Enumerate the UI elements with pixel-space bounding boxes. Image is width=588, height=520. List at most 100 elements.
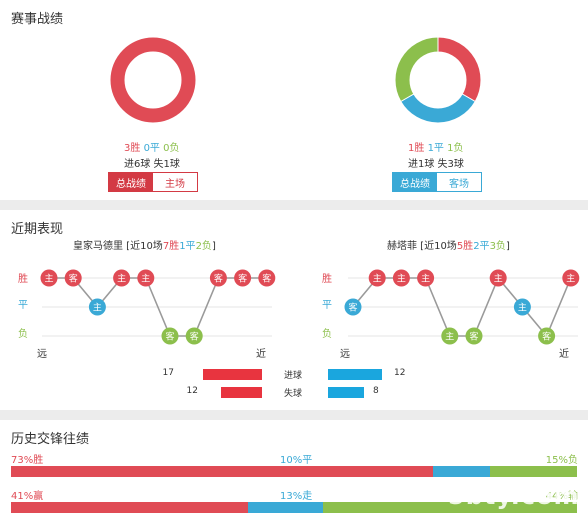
- tab-overall-record[interactable]: 总战绩: [109, 173, 153, 191]
- left-match-point[interactable]: [64, 269, 82, 287]
- right-donut-chart: [394, 36, 482, 124]
- right-match-point[interactable]: [368, 269, 386, 287]
- right-conceded-value: 8: [373, 386, 379, 396]
- far-label-right: 远: [340, 348, 350, 360]
- tab-overall-record[interactable]: 总战绩: [393, 173, 437, 191]
- right-match-point[interactable]: [465, 327, 483, 345]
- record-section-title: 赛事战绩: [11, 12, 64, 27]
- h2h-bar-segment: [11, 502, 248, 513]
- right-donut-slice-win: [437, 36, 482, 103]
- h2h-bar-segment: [432, 466, 491, 477]
- right-recent-losses: 3负: [489, 241, 506, 252]
- left-match-point[interactable]: [137, 269, 155, 287]
- right-losses: 1负: [447, 143, 464, 154]
- right-match-point[interactable]: [489, 269, 507, 287]
- left-match-point[interactable]: [258, 269, 276, 287]
- right-record-toggle: 总战绩 客场: [392, 172, 482, 192]
- h2h-lose-pct: 44%输: [545, 491, 578, 502]
- h2h-section-title: 历史交锋往绩: [11, 432, 90, 447]
- right-venue-label: 主: [518, 302, 527, 314]
- right-recent-draws: 2平: [473, 241, 490, 252]
- right-match-point[interactable]: [538, 327, 556, 345]
- right-goals-value: 12: [394, 368, 406, 378]
- right-venue-label: 主: [373, 273, 382, 285]
- h2h-cover-pct: 41%赢: [11, 491, 44, 502]
- h2h-push-pct: 13%走: [280, 491, 313, 502]
- recent-panel: 近期表现 皇家马德里 [近10场7胜1平2负] 赫塔菲 [近10场5胜2平3负]…: [0, 210, 588, 410]
- left-team-summary: 皇家马德里 [近10场7胜1平2负]: [73, 237, 216, 252]
- legend-win-right: 胜: [322, 273, 332, 285]
- h2h-panel: 历史交锋往绩 73%胜 10%平 15%负 41%赢 13%走 44%输 5bt…: [0, 420, 588, 520]
- right-goals-bar: [328, 369, 382, 380]
- right-goals-summary: 进1球 失3球: [408, 159, 464, 170]
- left-venue-label: 主: [93, 302, 102, 314]
- left-venue-label: 客: [190, 331, 199, 343]
- left-goals-value: 17: [162, 368, 174, 378]
- right-recent-wins: 5胜: [456, 241, 474, 252]
- right-match-point[interactable]: [392, 269, 410, 287]
- left-summary-prefix: [近10场: [123, 241, 163, 252]
- tab-home[interactable]: 主场: [165, 178, 185, 190]
- left-venue-label: 客: [214, 273, 223, 285]
- right-team-summary: 赫塔菲 [近10场5胜2平3负]: [387, 237, 510, 252]
- right-match-point[interactable]: [417, 269, 435, 287]
- left-venue-label: 客: [165, 331, 174, 343]
- left-goals-bar: [203, 369, 262, 380]
- left-recent-losses: 2负: [195, 241, 212, 252]
- legend-draw-right: 平: [322, 300, 332, 311]
- left-match-point[interactable]: [88, 298, 106, 316]
- right-match-point[interactable]: [562, 269, 580, 287]
- far-label-left: 远: [37, 348, 47, 360]
- near-label-right: 近: [559, 347, 569, 360]
- left-venue-label: 主: [117, 273, 126, 285]
- left-match-point[interactable]: [161, 327, 179, 345]
- legend-win-left: 胜: [18, 273, 28, 285]
- h2h-bar-segment: [490, 466, 577, 477]
- right-match-point[interactable]: [513, 298, 531, 316]
- left-conceded-value: 12: [186, 386, 198, 396]
- h2h-result-bar: [11, 466, 577, 477]
- right-venue-label: 主: [397, 273, 406, 285]
- h2h-handicap-bar: [11, 502, 577, 513]
- h2h-draw-pct: 10%平: [280, 455, 313, 466]
- legend-draw-left: 平: [18, 300, 28, 311]
- right-draws: 1平: [427, 143, 444, 154]
- goals-label: 进球: [284, 371, 303, 381]
- right-form-line: [352, 276, 572, 338]
- right-venue-label: 主: [566, 273, 575, 285]
- right-record-summary: 1胜 1平 1负: [408, 139, 464, 154]
- h2h-loss-pct: 15%负: [545, 455, 578, 466]
- right-venue-label: 客: [542, 331, 551, 343]
- left-record-toggle: 总战绩 主场: [108, 172, 198, 192]
- right-donut-slice-draw: [400, 93, 476, 124]
- left-wins: 3胜: [124, 143, 141, 154]
- right-match-point[interactable]: [344, 298, 362, 316]
- left-record-summary: 3胜 0平 0负: [124, 139, 180, 154]
- left-donut-slice-win: [109, 36, 197, 124]
- left-losses: 0负: [163, 143, 180, 154]
- right-wins: 1胜: [408, 143, 425, 154]
- left-recent-wins: 7胜: [162, 241, 180, 252]
- right-match-point[interactable]: [441, 327, 459, 345]
- left-match-point[interactable]: [185, 327, 203, 345]
- tab-away[interactable]: 客场: [449, 178, 469, 190]
- left-venue-label: 客: [238, 273, 247, 285]
- left-match-point[interactable]: [209, 269, 227, 287]
- left-conceded-bar: [220, 387, 262, 398]
- right-conceded-bar: [328, 387, 364, 398]
- recent-form-chart: 胜 平 负 胜 平 负 主客主主 主客 客客客客 客主主主主 客主主客主 远 近 远 …: [18, 269, 580, 360]
- near-label-left: 近: [256, 347, 266, 360]
- legend-loss-right: 负: [322, 327, 332, 340]
- left-recent-draws: 1平: [179, 241, 196, 252]
- left-venue-label: 客: [262, 273, 271, 285]
- left-match-point[interactable]: [40, 269, 58, 287]
- right-summary-suffix: ]: [505, 241, 510, 252]
- left-donut-chart: [109, 36, 197, 124]
- left-match-point[interactable]: [234, 269, 252, 287]
- left-match-point[interactable]: [113, 269, 131, 287]
- left-venue-label: 主: [44, 273, 53, 285]
- left-form-line: [49, 277, 267, 337]
- left-summary-suffix: ]: [211, 241, 216, 252]
- h2h-bar-segment: [247, 502, 323, 513]
- legend-loss-left: 负: [18, 327, 28, 340]
